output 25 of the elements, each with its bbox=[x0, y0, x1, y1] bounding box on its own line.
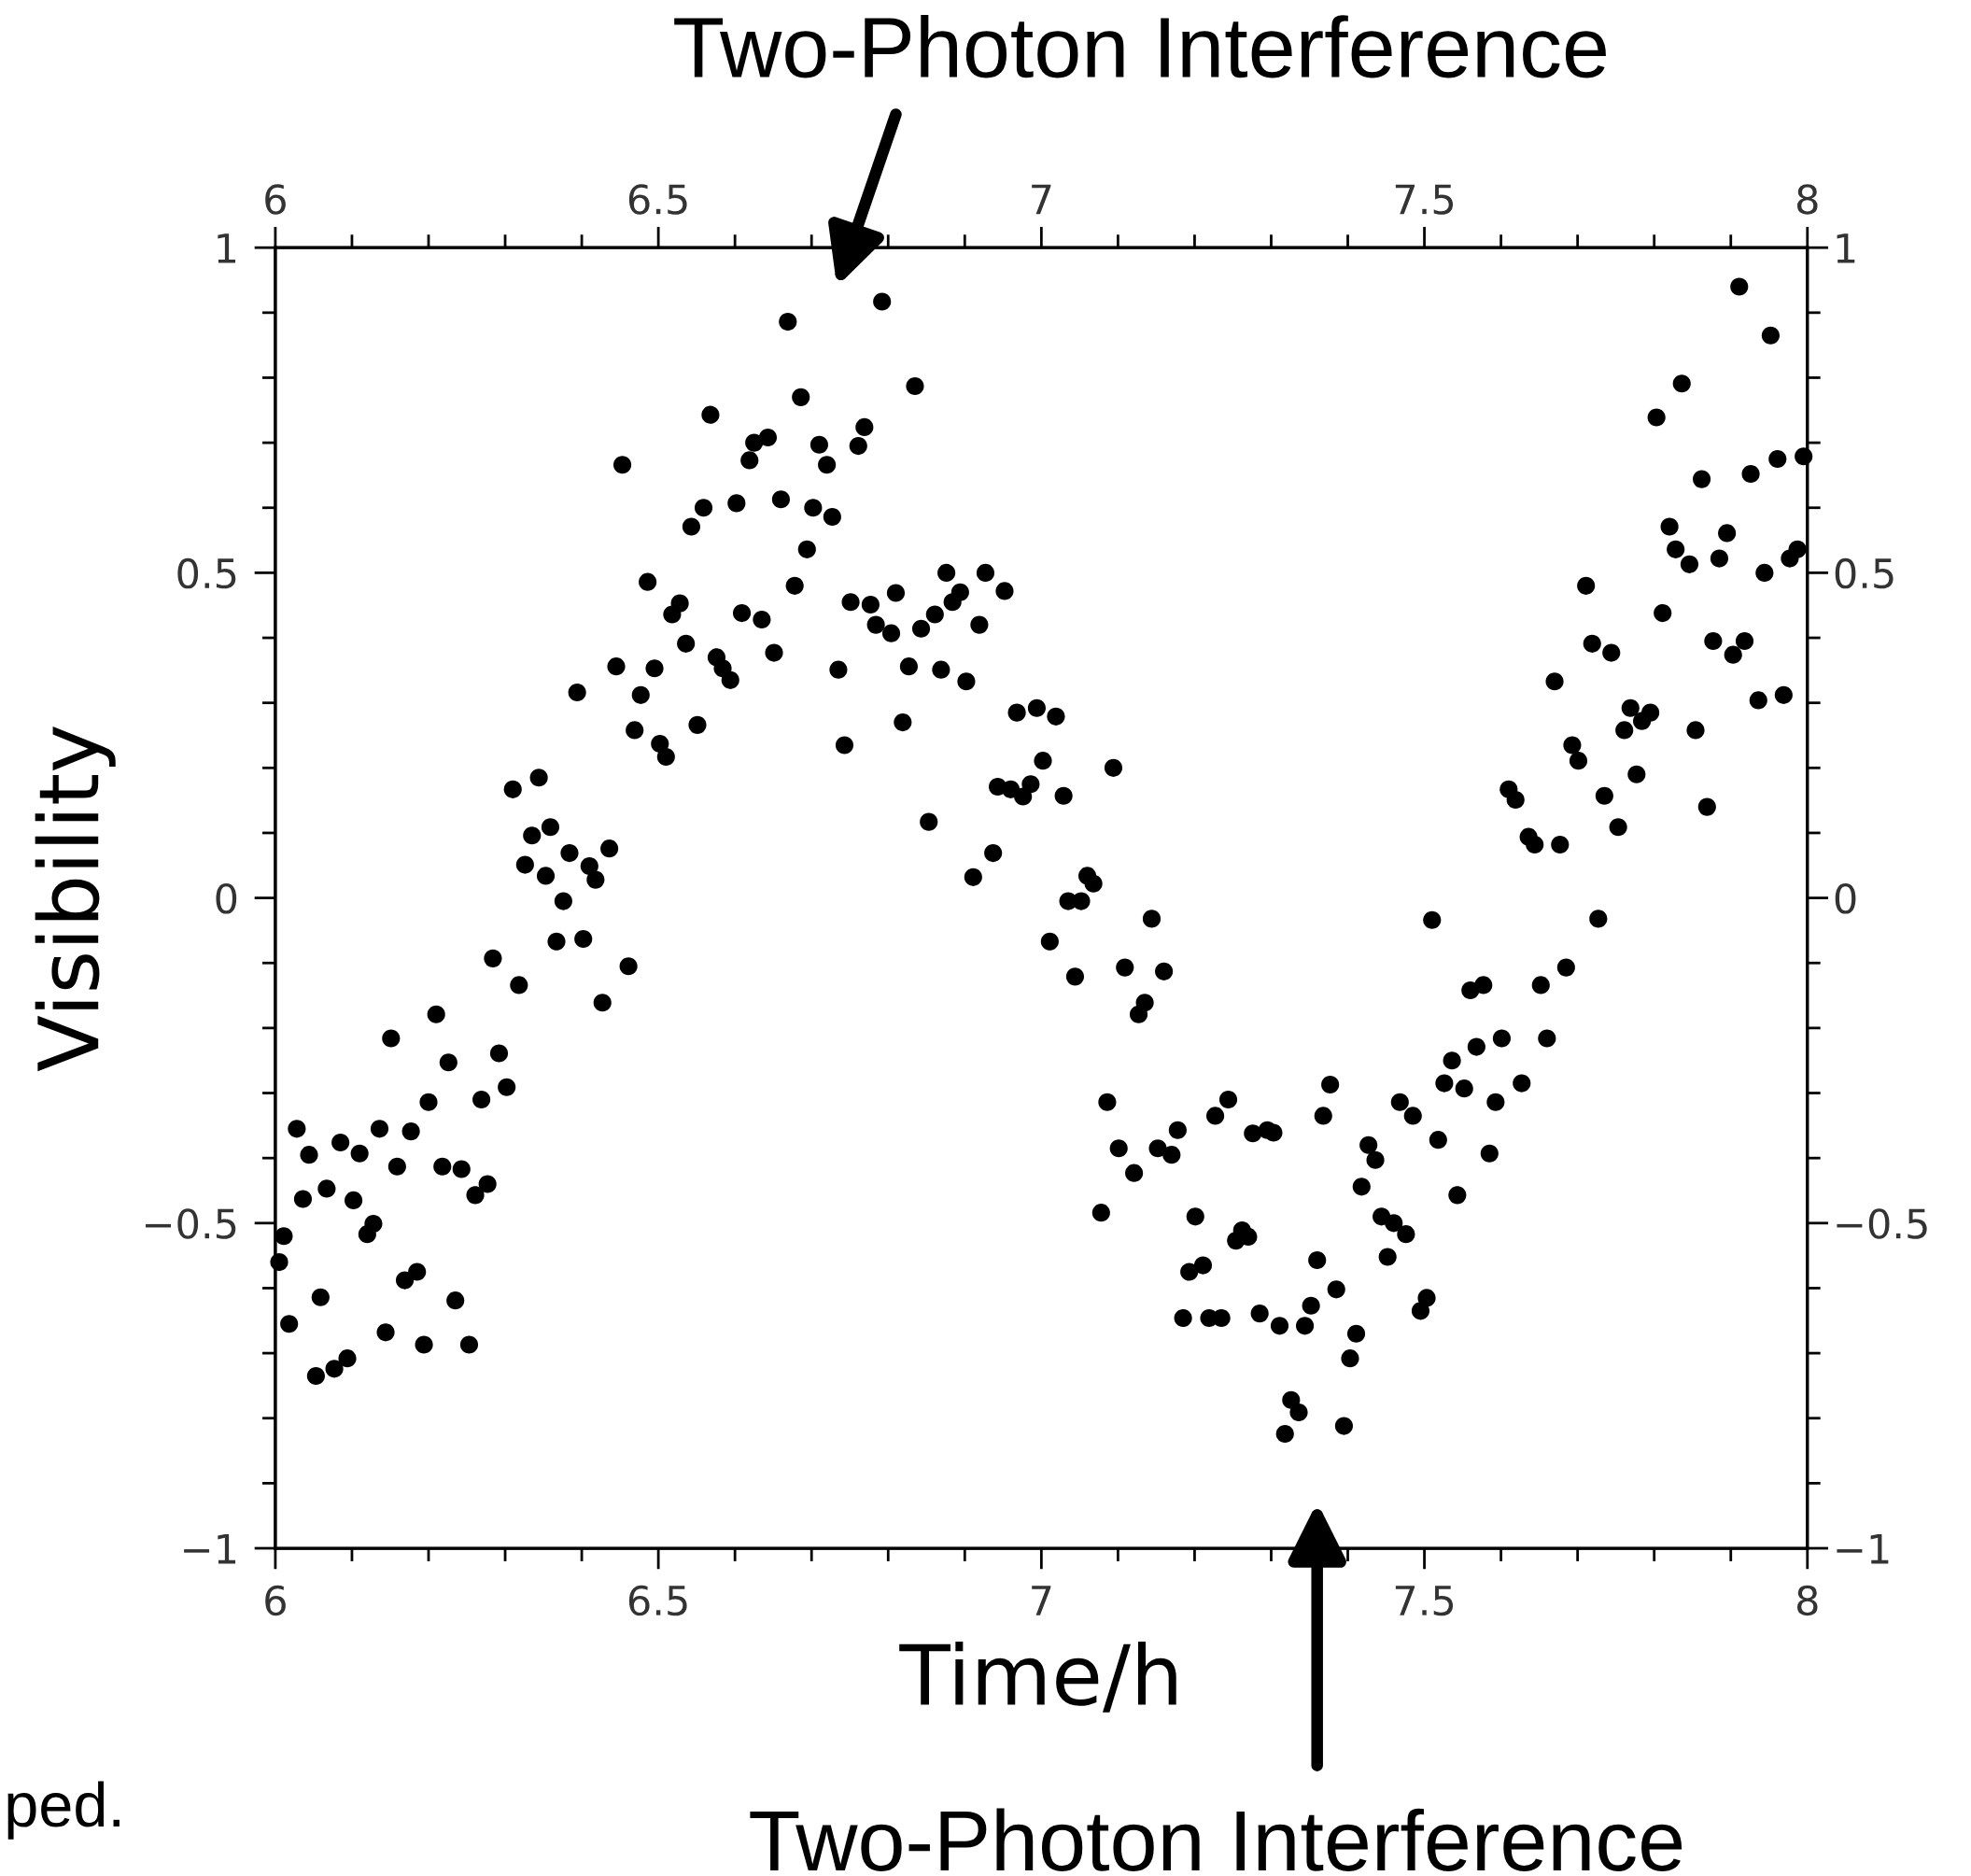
x-axis-title: Time/h bbox=[899, 1642, 1176, 1713]
y-tick-label: 0 bbox=[216, 883, 237, 914]
x-tick-label: 7 bbox=[1032, 184, 1051, 215]
x-tick-label: 7.5 bbox=[1395, 184, 1454, 215]
x2-tick-label: 7.5 bbox=[1395, 1586, 1454, 1616]
x2-tick-label: 8 bbox=[1797, 1585, 1818, 1616]
x-tick-label: 6 bbox=[265, 184, 286, 215]
y-tick-label: −1 bbox=[184, 1534, 236, 1564]
x2-tick-label: 6 bbox=[265, 1585, 286, 1616]
y-axis-title: Visibility bbox=[35, 726, 116, 1072]
y-tick-label: 0.5 bbox=[177, 557, 236, 589]
text: Two-Photon Interference bbox=[674, 15, 1606, 78]
text: Two-Photon Interference bbox=[750, 1808, 1682, 1871]
x-tick-label: 6.5 bbox=[628, 184, 687, 215]
text: ped. bbox=[7, 1781, 120, 1840]
y2-tick-label: −0.5 bbox=[1837, 1208, 1927, 1239]
y2-tick-label: 1 bbox=[1837, 233, 1855, 263]
y2-tick-label: −1 bbox=[1837, 1534, 1889, 1564]
y2-tick-label: 0.5 bbox=[1835, 557, 1894, 589]
x2-tick-label: 7 bbox=[1032, 1586, 1051, 1615]
y2-tick-label: 0 bbox=[1835, 883, 1856, 914]
x-tick-label: 8 bbox=[1797, 184, 1818, 215]
y-tick-label: 1 bbox=[218, 233, 236, 263]
y-tick-label: −0.5 bbox=[146, 1208, 236, 1239]
x2-tick-label: 6.5 bbox=[628, 1585, 687, 1616]
